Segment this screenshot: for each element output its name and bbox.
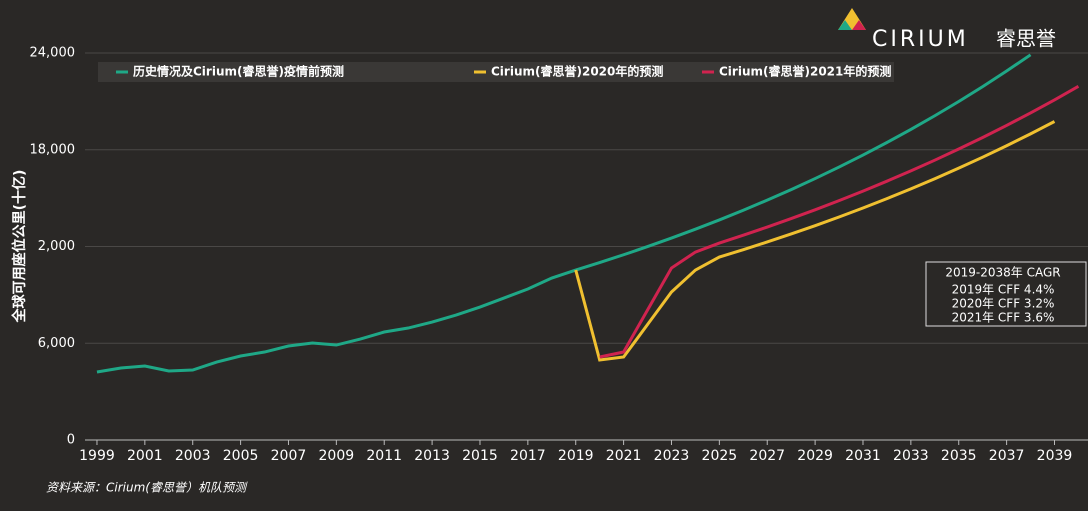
x-tick-label: 2005 (223, 448, 259, 464)
x-tick-label: 2013 (414, 448, 450, 464)
x-tick-label: 2019 (558, 448, 594, 464)
source: 资料来源：Cirium(睿思誉）机队预测 (46, 481, 248, 495)
x-tick-label: 2037 (989, 448, 1025, 464)
annotation: 2019年 CFF 4.4% (952, 283, 1055, 297)
x-tick-label: 2033 (893, 448, 929, 464)
x-tick-label: 2007 (271, 448, 307, 464)
legend-band (98, 62, 894, 82)
logo-tri (852, 20, 866, 30)
logo-icon (838, 8, 866, 30)
x-tick-label: 2011 (366, 448, 402, 464)
series-line (96, 53, 1032, 374)
x-tick-label: 2031 (845, 448, 881, 464)
annotation: 2020年 CFF 3.2% (952, 297, 1055, 311)
x-tick-label: 2023 (654, 448, 690, 464)
x-tick-label: 2021 (606, 448, 642, 464)
x-tick-label: 2017 (510, 448, 546, 464)
logo-tri (838, 20, 852, 30)
y-tick-label: 18,000 (30, 142, 76, 157)
y-axis-label: 全球可用座位公里(十亿) (11, 170, 28, 324)
x-tick-label: 2001 (127, 448, 163, 464)
y-tick-label: 6,000 (38, 336, 75, 351)
y-tick-label: 24,000 (30, 46, 76, 61)
x-tick-label: 2027 (749, 448, 785, 464)
x-tick-label: 2035 (941, 448, 977, 464)
x-tick-label: 2003 (175, 448, 211, 464)
logo-text: 睿思誉 (996, 27, 1056, 51)
logo-text: CIRIUM (872, 27, 969, 52)
series-line (574, 120, 1056, 362)
annotation: 2021年 CFF 3.6% (952, 311, 1055, 325)
x-tick-label: 2029 (797, 448, 833, 464)
series-line (599, 85, 1080, 359)
annotation-box (925, 261, 1087, 327)
y-tick-label: 0 (67, 433, 75, 448)
x-tick-label: 2015 (462, 448, 498, 464)
x-tick-label: 2009 (319, 448, 355, 464)
legend-label: Cirium(睿思誉)2021年的预测 (719, 64, 891, 79)
x-tick-label: 2039 (1037, 448, 1073, 464)
legend-label: Cirium(睿思誉)2020年的预测 (491, 64, 663, 79)
x-tick-label: 2025 (702, 448, 738, 464)
y-tick-label: 2,000 (38, 239, 75, 254)
x-tick-label: 1999 (79, 448, 115, 464)
annotation: 2019-2038年 CAGR (945, 266, 1060, 280)
legend-label: 历史情况及Cirium(睿思誉)疫情前预测 (133, 64, 344, 79)
